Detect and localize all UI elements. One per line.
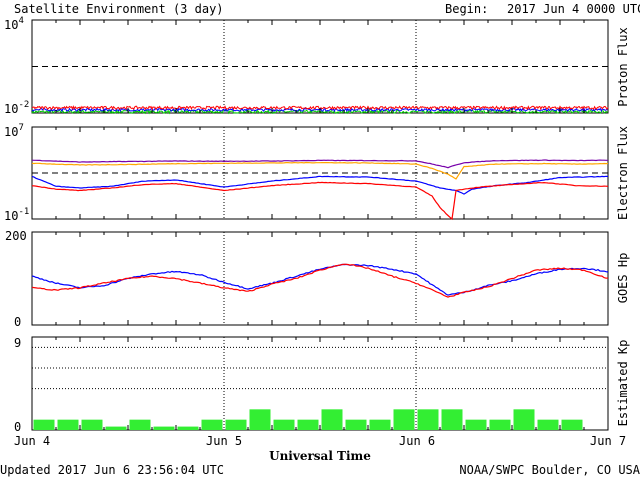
kp-bar xyxy=(561,419,583,430)
kp-ytick-top: 9 xyxy=(14,336,21,350)
proton-ytick-bottom: 10-2 xyxy=(4,100,29,116)
kp-bar xyxy=(489,419,511,430)
tick-marks xyxy=(55,20,585,430)
hp-ytick-bottom: 0 xyxy=(14,315,21,329)
xtick-jun5: Jun 5 xyxy=(206,434,242,448)
xtick-jun4: Jun 4 xyxy=(14,434,50,448)
hp-ylabel: GOES Hp xyxy=(616,253,630,304)
kp-bar xyxy=(297,419,319,430)
kp-ylabel: Estimated Kp xyxy=(616,340,630,427)
electron-flux-series xyxy=(31,159,608,169)
electron-flux-series xyxy=(31,161,609,180)
kp-bar xyxy=(345,419,367,430)
kp-bar xyxy=(177,426,199,430)
kp-bar xyxy=(153,426,175,430)
kp-bar xyxy=(369,419,391,430)
hp-ytick-top: 200 xyxy=(5,229,27,243)
kp-ytick-bottom: 0 xyxy=(14,420,21,434)
proton-panel-frame xyxy=(31,19,609,114)
electron-panel-frame xyxy=(31,126,609,220)
electron-ytick-top: 107 xyxy=(4,123,24,139)
electron-flux-series xyxy=(31,175,609,195)
kp-bar xyxy=(441,409,463,430)
goes-hp-series xyxy=(31,263,609,298)
kp-bar xyxy=(537,419,559,430)
threshold-lines xyxy=(32,66,608,174)
electron-flux-series xyxy=(31,181,609,221)
begin-value: 2017 Jun 4 0000 UTC xyxy=(507,2,640,16)
kp-bar xyxy=(417,409,439,430)
kp-bar xyxy=(105,426,127,430)
proton-ylabel: Proton Flux xyxy=(616,27,630,106)
electron-ytick-bottom: 10-1 xyxy=(4,207,29,223)
kp-bar xyxy=(33,419,55,430)
kp-bar xyxy=(57,419,79,430)
chart-title: Satellite Environment (3 day) xyxy=(14,2,224,16)
source-credit: NOAA/SWPC Boulder, CO USA xyxy=(459,463,640,477)
xtick-jun7: Jun 7 xyxy=(590,434,626,448)
kp-bar xyxy=(81,419,103,430)
series-layer xyxy=(31,105,609,430)
proton-ytick-top: 104 xyxy=(4,16,24,32)
kp-bar xyxy=(273,419,295,430)
electron-ylabel: Electron Flux xyxy=(616,126,630,220)
kp-bar xyxy=(393,409,415,430)
xaxis-title: Universal Time xyxy=(269,449,371,463)
kp-bar xyxy=(249,409,271,430)
kp-gridlines xyxy=(32,346,608,390)
kp-bar xyxy=(465,419,487,430)
kp-bar xyxy=(225,419,247,430)
kp-bar xyxy=(513,409,535,430)
kp-bar xyxy=(321,409,343,430)
begin-label: Begin: xyxy=(445,2,488,16)
updated-timestamp: Updated 2017 Jun 6 23:56:04 UTC xyxy=(0,463,224,477)
kp-bar xyxy=(201,419,223,430)
xtick-jun6: Jun 6 xyxy=(399,434,435,448)
kp-bar xyxy=(129,419,151,430)
